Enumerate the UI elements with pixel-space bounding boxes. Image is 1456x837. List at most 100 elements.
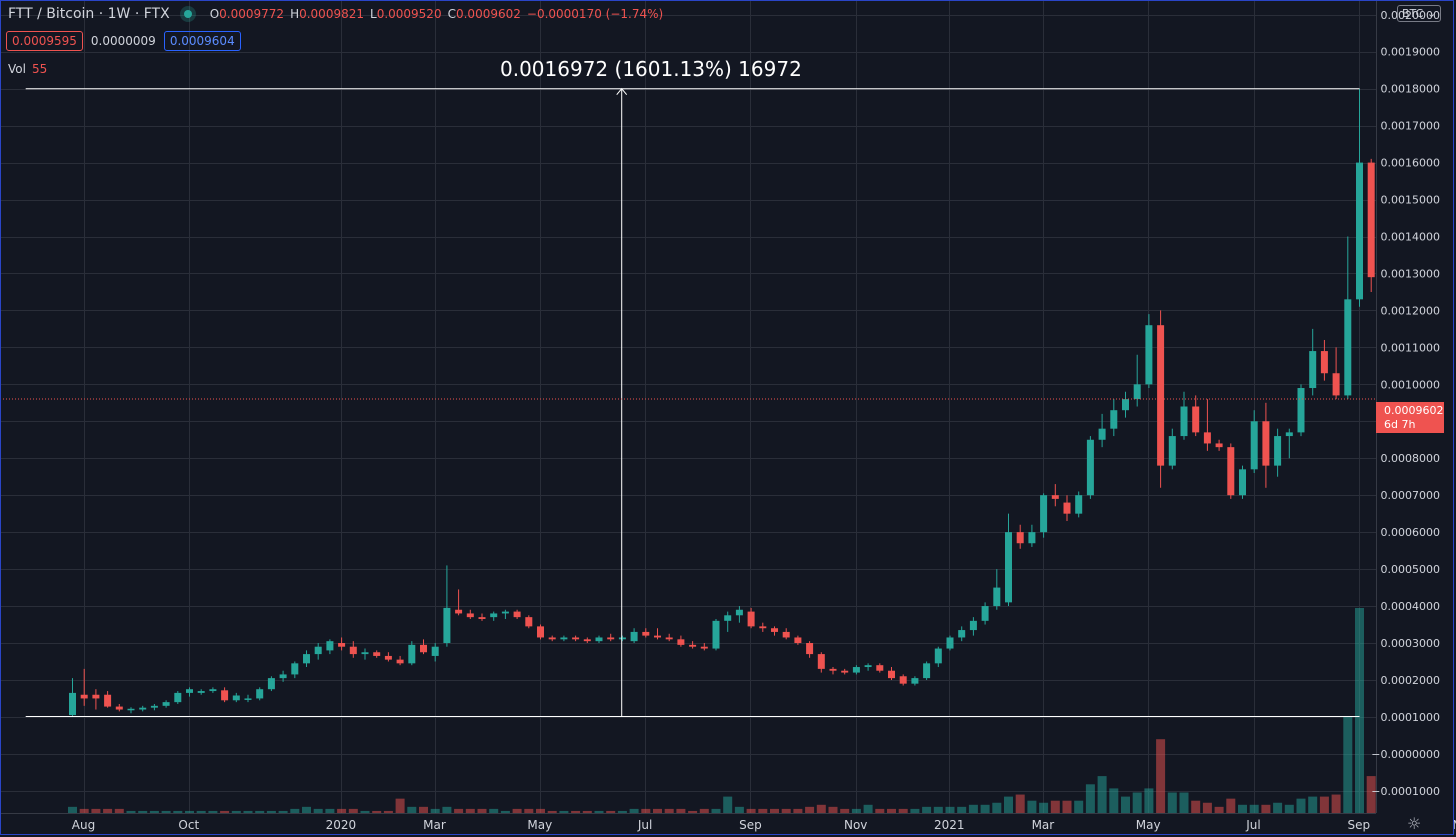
gear-icon[interactable]: ☼ xyxy=(1407,814,1422,833)
candle-body xyxy=(1274,436,1282,466)
candle xyxy=(1344,236,1352,400)
candle xyxy=(420,639,427,655)
candle xyxy=(525,615,533,629)
candle-body xyxy=(1075,495,1083,514)
volume-bar xyxy=(571,810,581,813)
candle-body xyxy=(1145,325,1153,385)
candle-body xyxy=(923,663,931,679)
candle-body xyxy=(209,689,217,692)
candle xyxy=(209,687,217,693)
price-tick-label: −0.0001000 xyxy=(1371,785,1440,798)
volume-bar xyxy=(68,806,77,813)
volume-bar xyxy=(875,808,885,813)
candle xyxy=(841,668,849,675)
candle-body xyxy=(899,676,907,684)
volume-bar xyxy=(793,808,803,813)
candle xyxy=(349,641,357,658)
candle-body xyxy=(1157,325,1165,466)
price-tick-label: 0.0011000 xyxy=(1381,341,1441,354)
candle xyxy=(1110,399,1118,437)
candle xyxy=(326,639,334,655)
volume-bar xyxy=(1191,800,1201,813)
volume-bar xyxy=(512,808,522,813)
candle xyxy=(852,665,860,675)
time-axis-bg xyxy=(0,813,1376,837)
candle xyxy=(455,589,463,616)
volume-bar xyxy=(91,808,101,813)
candle-body xyxy=(934,648,942,664)
volume-label: Vol xyxy=(8,62,26,76)
price-tick-label: 0.0001000 xyxy=(1381,711,1441,724)
candle xyxy=(888,667,895,680)
candle xyxy=(174,691,182,704)
candle-body xyxy=(232,695,240,701)
candle xyxy=(595,635,603,644)
candle-body xyxy=(1133,384,1141,400)
chevron-down-icon: ⌄ xyxy=(1426,7,1437,20)
candle xyxy=(466,609,474,619)
candle-body xyxy=(420,644,427,653)
candle xyxy=(291,661,299,679)
candle-body xyxy=(1051,495,1059,499)
open-label: O xyxy=(209,7,220,21)
volume-bar xyxy=(1050,800,1060,813)
candle-body xyxy=(267,678,275,690)
volume-bar xyxy=(325,808,335,813)
volume-bar xyxy=(957,806,967,813)
currency-button[interactable]: BTC ⌄ xyxy=(1397,5,1442,22)
volume-bar xyxy=(1121,796,1130,813)
candle xyxy=(221,687,229,703)
volume-bar xyxy=(805,806,815,813)
candle xyxy=(244,694,252,703)
volume-bar xyxy=(734,806,744,813)
change-value: −0.0000170 (−1.74%) xyxy=(526,7,664,21)
bid-button[interactable]: 0.0009595 xyxy=(6,31,83,51)
symbol-title[interactable]: FTT / Bitcoin · 1W · FTX xyxy=(8,6,170,22)
candle-body xyxy=(607,637,615,640)
measure-tool[interactable] xyxy=(25,87,1360,718)
price-tick-label: 0.0014000 xyxy=(1381,231,1441,244)
time-tick-label: 2021 xyxy=(934,818,965,832)
candle-body xyxy=(1262,421,1270,466)
volume-bar xyxy=(758,808,768,813)
candle xyxy=(267,676,275,692)
time-tick-label: Mar xyxy=(423,818,446,832)
candle xyxy=(150,703,158,711)
volume-bar xyxy=(220,810,230,813)
candle-body xyxy=(1332,373,1340,396)
volume-bar xyxy=(266,810,276,813)
volume-bar xyxy=(1062,800,1072,813)
candle xyxy=(747,607,755,629)
candle-body xyxy=(244,698,252,700)
candle-body xyxy=(338,643,346,647)
candle xyxy=(829,667,837,675)
volume-bar xyxy=(1004,796,1013,813)
candle-body xyxy=(817,654,825,669)
volume-bar xyxy=(1343,716,1353,813)
candle xyxy=(1356,88,1363,307)
candle xyxy=(1192,395,1200,437)
ask-button[interactable]: 0.0009604 xyxy=(163,31,241,51)
candle xyxy=(934,646,942,668)
candle-body xyxy=(1285,432,1293,437)
volume-bar xyxy=(547,810,557,813)
time-tick-label: 2020 xyxy=(326,818,357,832)
candle-body xyxy=(958,630,966,638)
time-axis[interactable]: Aug Oct 2020 Mar May Jul Sep Nov 2021 Mar May Jul Se… xyxy=(0,813,1456,837)
candle xyxy=(232,692,240,703)
candle-body xyxy=(197,691,205,693)
market-status-icon xyxy=(183,10,192,18)
candle xyxy=(1215,439,1223,451)
candle-body xyxy=(1180,406,1188,437)
candle-body xyxy=(279,674,287,679)
candle xyxy=(396,655,404,666)
price-tick-label: 0.0016000 xyxy=(1381,157,1441,170)
candle-body xyxy=(150,705,158,708)
candle xyxy=(1075,491,1083,518)
candle-body xyxy=(677,639,685,645)
candle xyxy=(1016,524,1024,549)
candle-body xyxy=(1098,428,1106,440)
candle-body xyxy=(314,646,322,655)
